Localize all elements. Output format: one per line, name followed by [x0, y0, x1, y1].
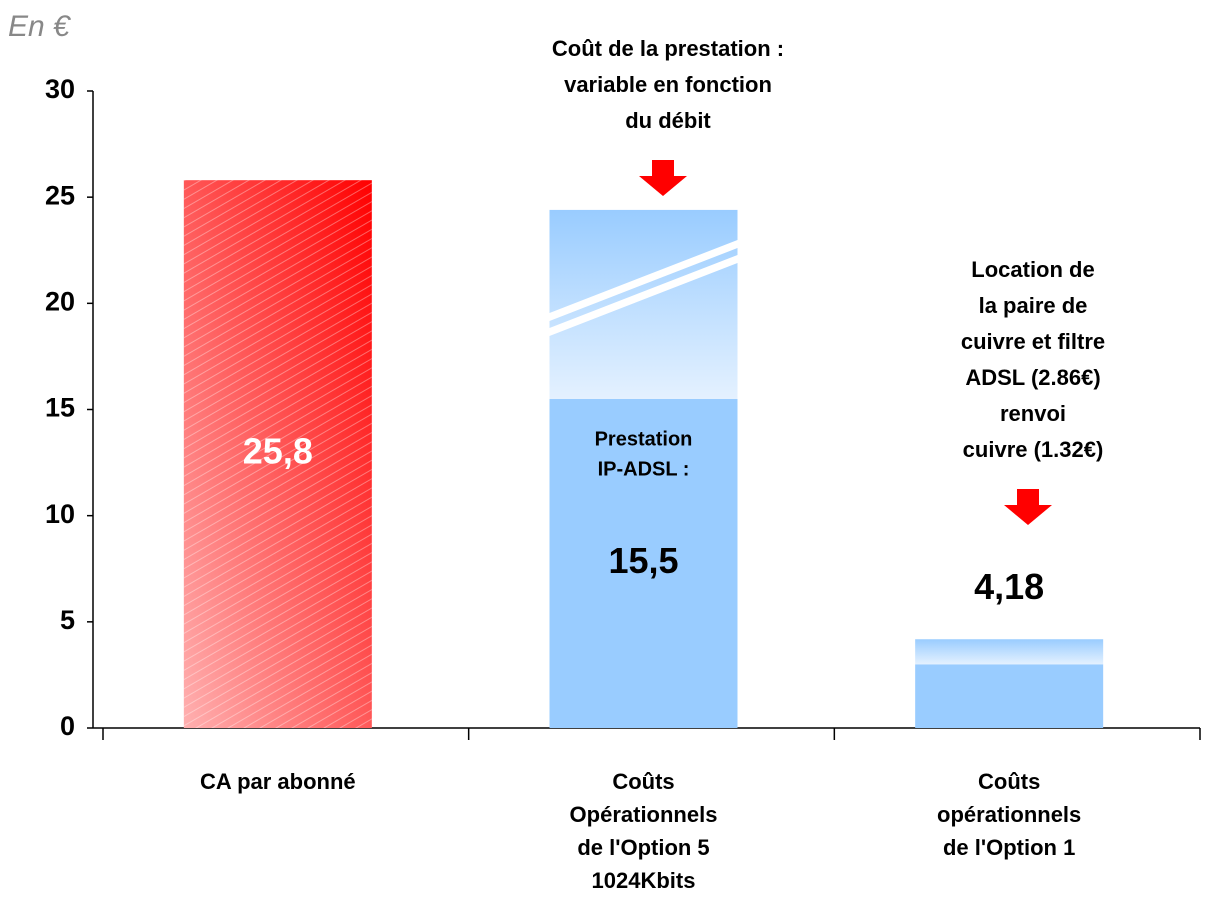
x-tick-label: de l'Option 5 — [577, 835, 709, 860]
annotation: cuivre et filtre — [961, 329, 1105, 354]
stripe — [549, 240, 738, 321]
y-tick-label: 5 — [60, 605, 75, 635]
annotation: du débit — [625, 108, 711, 133]
bar-hatch — [183, 180, 372, 728]
x-tick-label: 1024Kbits — [592, 868, 696, 893]
annotation: renvoi — [1000, 401, 1066, 426]
annotation: variable en fonction — [564, 72, 772, 97]
x-tick-label: Opérationnels — [570, 802, 718, 827]
y-tick-label: 30 — [45, 74, 75, 104]
bar — [915, 639, 1104, 665]
y-tick-label: 0 — [60, 711, 75, 741]
arrow — [1004, 489, 1052, 525]
data-label: 25,8 — [243, 431, 313, 472]
arrow — [639, 160, 687, 196]
x-tick-label: Coûts — [978, 769, 1040, 794]
data-label: 15,5 — [608, 540, 678, 581]
annotation: cuivre (1.32€) — [963, 437, 1104, 462]
x-tick-label: de l'Option 1 — [943, 835, 1075, 860]
unit-note: En € — [8, 10, 71, 43]
inner-note: IP-ADSL : — [598, 458, 690, 480]
inner-note: Prestation — [595, 428, 693, 450]
x-tick-label: opérationnels — [937, 802, 1081, 827]
x-tick-label: CA par abonné — [200, 769, 356, 794]
annotation: ADSL (2.86€) — [965, 365, 1100, 390]
x-tick-label: Coûts — [612, 769, 674, 794]
bar — [549, 398, 738, 728]
y-tick-label: 25 — [45, 180, 75, 210]
annotation: la paire de — [979, 293, 1088, 318]
stripe — [549, 255, 738, 336]
bar — [915, 664, 1104, 728]
data-label: 4,18 — [974, 566, 1044, 607]
y-tick-label: 10 — [45, 499, 75, 529]
y-tick-label: 20 — [45, 286, 75, 316]
y-tick-label: 15 — [45, 393, 75, 423]
annotation: Location de — [971, 257, 1094, 282]
annotation: Coût de la prestation : — [552, 36, 784, 61]
